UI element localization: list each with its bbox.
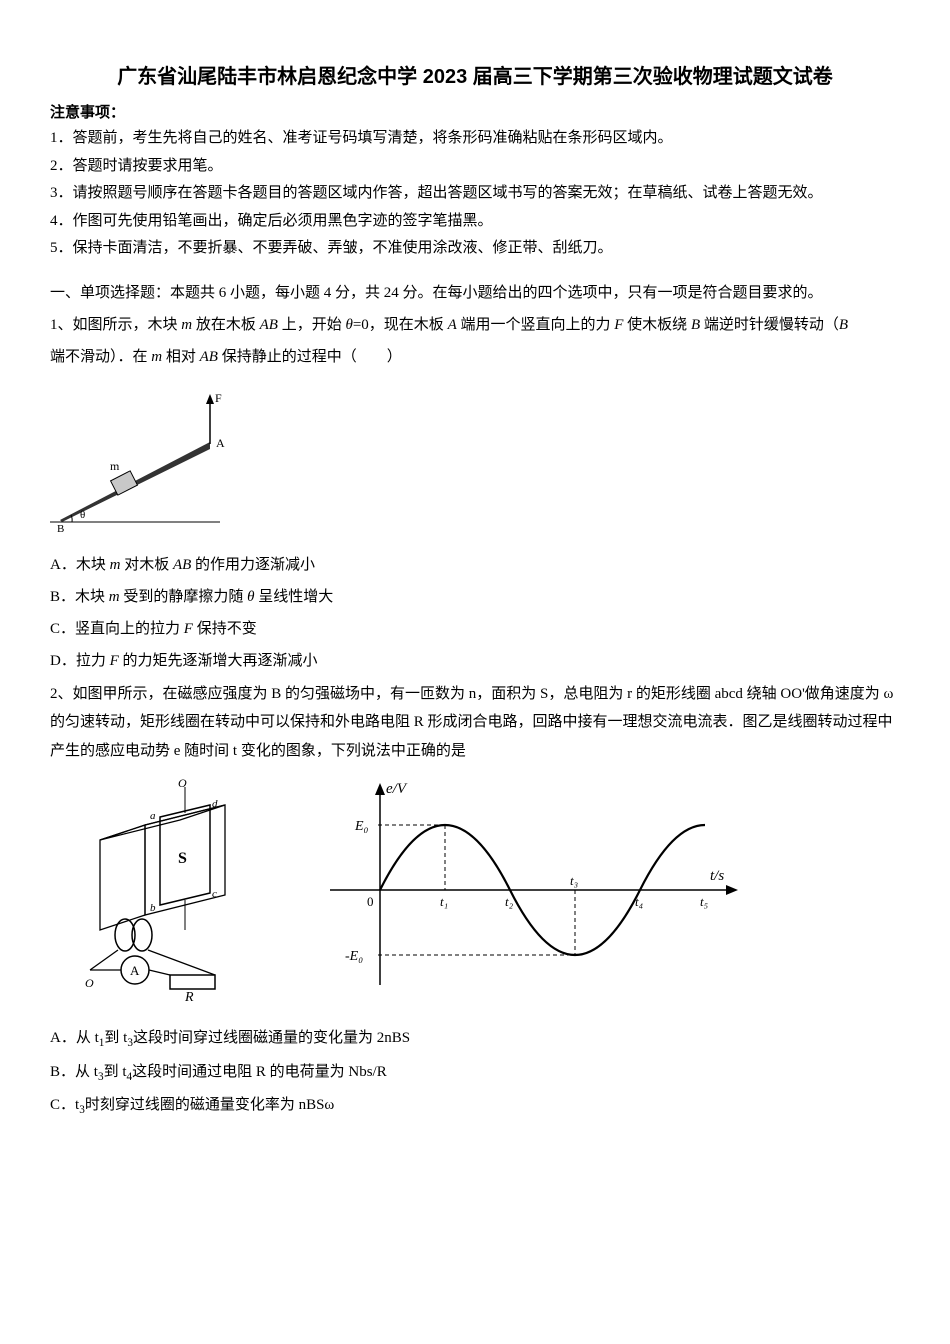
coil-label-Otop: O xyxy=(178,776,187,790)
coil-label-Obot: O xyxy=(85,976,94,990)
q1-option-C: C．竖直向上的拉力 F 保持不变 xyxy=(50,614,900,644)
q1-m2: m xyxy=(151,349,162,365)
fig1-label-B: B xyxy=(57,523,64,532)
graph-t1: t₁ xyxy=(440,894,448,909)
q1-A: A xyxy=(448,317,457,333)
graph-E0: E₀ xyxy=(354,819,369,834)
notice-item-3: 3．请按照题号顺序在答题卡各题目的答题区域内作答，超出答题区域书写的答案无效；在… xyxy=(50,181,900,207)
q1-optA-AB: AB xyxy=(173,557,191,573)
q1-optB-th: θ xyxy=(247,589,254,605)
q2-option-A: A．从 t1到 t3这段时间穿过线圈磁通量的变化量为 2nBS xyxy=(50,1023,900,1055)
fig1-label-A: A xyxy=(216,436,225,450)
q1-text2-b: 相对 xyxy=(162,349,200,365)
q1-prompt: 1、如图所示，木块 m 放在木板 AB 上，开始 θ=0，现在木板 A 端用一个… xyxy=(50,311,900,340)
q1-text-d: =0，现在木板 xyxy=(353,317,448,333)
q1-optB-m: m xyxy=(109,589,120,605)
fig1-label-theta: θ xyxy=(80,509,85,521)
q1-option-A: A．木块 m 对木板 AB 的作用力逐渐减小 xyxy=(50,550,900,580)
q2B-c: 这段时间通过电阻 R 的电荷量为 Nbs/R xyxy=(132,1064,387,1080)
notice-item-5: 5．保持卡面清洁，不要折暴、不要弄破、弄皱，不准使用涂改液、修正带、刮纸刀。 xyxy=(50,236,900,262)
coil-label-S: S xyxy=(178,850,187,867)
q2-figure: S O a d b c A R O xyxy=(50,775,900,1005)
coil-label-d: d xyxy=(212,798,218,810)
q1-text-a: 1、如图所示，木块 xyxy=(50,317,181,333)
graph-t3: t₃ xyxy=(570,873,578,888)
q1-optD-a: D．拉力 xyxy=(50,653,110,669)
q1-optA-a: A．木块 xyxy=(50,557,110,573)
coil-label-a: a xyxy=(150,810,156,822)
q2-option-B: B．从 t3到 t4这段时间通过电阻 R 的电荷量为 Nbs/R xyxy=(50,1057,900,1089)
coil-label-R: R xyxy=(184,990,194,1005)
fig1-label-m: m xyxy=(110,459,120,473)
graph-origin: 0 xyxy=(367,894,374,909)
q2A-c: 这段时间穿过线圈磁通量的变化量为 2nBS xyxy=(133,1030,410,1046)
q1-optC-b: 保持不变 xyxy=(193,621,257,637)
q1-optA-m: m xyxy=(110,557,121,573)
q1-AB2: AB xyxy=(200,349,218,365)
section-1-intro: 一、单项选择题：本题共 6 小题，每小题 4 分，共 24 分。在每小题给出的四… xyxy=(50,280,900,307)
q1-AB: AB xyxy=(260,317,278,333)
notice-item-4: 4．作图可先使用铅笔画出，确定后必须用黑色字迹的签字笔描黑。 xyxy=(50,209,900,235)
exam-title: 广东省汕尾陆丰市林启恩纪念中学 2023 届高三下学期第三次验收物理试题文试卷 xyxy=(50,60,900,89)
q1-text-g: 端逆时针缓慢转动（ xyxy=(700,317,839,333)
coil-label-c: c xyxy=(212,888,217,900)
graph-ylabel: e/V xyxy=(386,781,408,797)
q2A-a: A．从 t xyxy=(50,1030,99,1046)
q1-text2-c: 保持静止的过程中（ ） xyxy=(218,349,402,365)
graph-t2: t₂ xyxy=(505,894,514,909)
coil-label-A: A xyxy=(130,963,140,978)
coil-label-b: b xyxy=(150,902,156,914)
notice-item-2: 2．答题时请按要求用笔。 xyxy=(50,154,900,180)
q2B-b: 到 t xyxy=(104,1064,127,1080)
q1-text-e: 端用一个竖直向上的力 xyxy=(457,317,615,333)
q1-prompt-2: 端不滑动）．在 m 相对 AB 保持静止的过程中（ ） xyxy=(50,343,900,372)
graph-xlabel: t/s xyxy=(710,868,724,884)
q1-text2-a: 端不滑动）．在 xyxy=(50,349,151,365)
q1-B2: B xyxy=(839,317,848,333)
emf-graph: e/V t/s 0 E₀ -E₀ t₁ t₂ t₃ t₄ t₅ xyxy=(330,781,738,985)
q1-optB-b: 受到的静摩擦力随 xyxy=(120,589,248,605)
q1-text-c: 上，开始 xyxy=(278,317,346,333)
fig1-label-F: F xyxy=(215,391,222,405)
q1-figure: F A m θ B xyxy=(50,382,900,532)
q1-optC-F: F xyxy=(184,621,193,637)
q2-option-C: C．t3时刻穿过线圈的磁通量变化率为 nBSω xyxy=(50,1090,900,1122)
q2C-b: 时刻穿过线圈的磁通量变化率为 nBSω xyxy=(85,1097,334,1113)
q1-optC-a: C．竖直向上的拉力 xyxy=(50,621,184,637)
q1-option-D: D．拉力 F 的力矩先逐渐增大再逐渐减小 xyxy=(50,646,900,676)
q1-theta: θ xyxy=(345,317,352,333)
q2-prompt: 2、如图甲所示，在磁感应强度为 B 的匀强磁场中，有一匝数为 n，面积为 S，总… xyxy=(50,680,900,766)
graph-t5: t₅ xyxy=(700,894,708,909)
graph-t4: t₄ xyxy=(635,894,644,909)
notice-item-1: 1．答题前，考生先将自己的姓名、准考证号码填写清楚，将条形码准确粘贴在条形码区域… xyxy=(50,126,900,152)
q2C-a: C．t xyxy=(50,1097,79,1113)
q1-optA-b: 对木板 xyxy=(120,557,173,573)
q2A-b: 到 t xyxy=(104,1030,127,1046)
notice-header: 注意事项： xyxy=(50,101,900,122)
q1-B: B xyxy=(691,317,700,333)
q1-optA-c: 的作用力逐渐减小 xyxy=(191,557,315,573)
q1-text-b: 放在木板 xyxy=(192,317,260,333)
q1-optD-F: F xyxy=(110,653,119,669)
q1-m: m xyxy=(181,317,192,333)
q1-optD-b: 的力矩先逐渐增大再逐渐减小 xyxy=(119,653,318,669)
graph-negE0: -E₀ xyxy=(345,949,363,964)
q2B-a: B．从 t xyxy=(50,1064,98,1080)
coil-diagram: S O a d b c A R O xyxy=(85,776,225,1005)
q1-optB-c: 呈线性增大 xyxy=(255,589,334,605)
q1-text-f: 使木板绕 xyxy=(623,317,691,333)
q1-option-B: B．木块 m 受到的静摩擦力随 θ 呈线性增大 xyxy=(50,582,900,612)
q1-optB-a: B．木块 xyxy=(50,589,109,605)
